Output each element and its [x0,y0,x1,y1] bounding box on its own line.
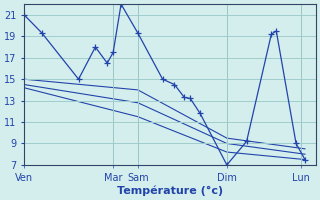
X-axis label: Température (°c): Température (°c) [117,185,223,196]
